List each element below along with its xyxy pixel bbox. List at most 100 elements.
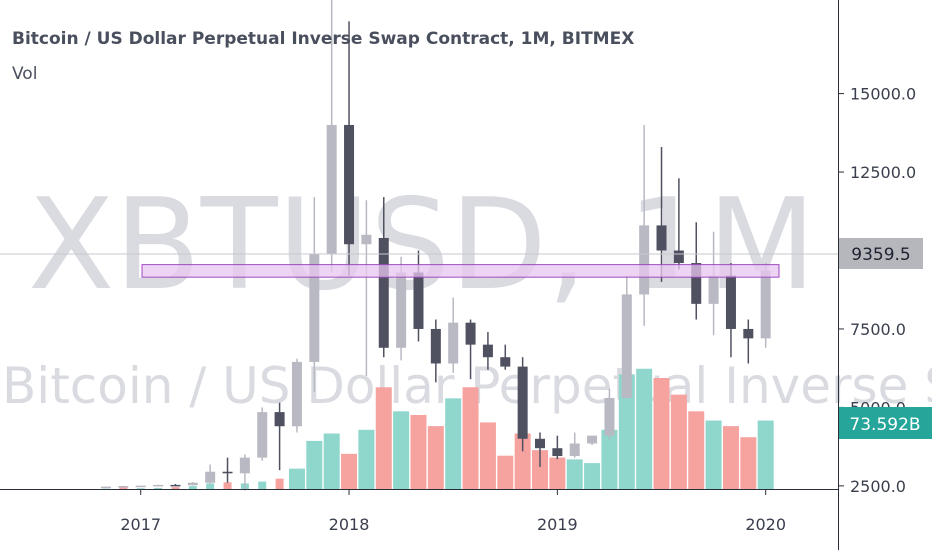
current-price-badge: 9359.5 — [839, 238, 923, 269]
price-tick-label: 2500.0 — [850, 477, 906, 496]
time-axis[interactable]: 2017 2018 2019 2020 — [120, 489, 786, 534]
candle — [430, 319, 441, 383]
candle — [448, 297, 459, 373]
volume-bar — [306, 440, 323, 489]
candle — [118, 485, 129, 488]
volume-bar — [410, 415, 427, 489]
candle-body — [291, 361, 302, 427]
volume-bar — [601, 429, 618, 489]
candle-body — [517, 366, 528, 439]
candle-body — [500, 357, 511, 367]
price-tick-label: 12500.0 — [850, 163, 916, 182]
volume-bar — [549, 457, 566, 489]
candle-body — [378, 237, 389, 348]
candle-body — [482, 344, 493, 358]
candle-body — [569, 443, 580, 457]
candle-body — [344, 124, 355, 245]
candle-body — [135, 485, 146, 488]
candle-body — [361, 234, 372, 245]
candle — [743, 319, 754, 364]
candle — [153, 484, 164, 487]
volume-bar — [445, 398, 462, 489]
candle — [552, 435, 563, 460]
candle — [222, 457, 233, 483]
candle — [135, 485, 146, 488]
candle-body — [552, 448, 563, 457]
candle-body — [673, 250, 684, 264]
candle-body — [448, 322, 459, 364]
candle-body — [239, 457, 250, 474]
candle — [361, 200, 372, 377]
candle — [587, 435, 598, 446]
volume-bar — [119, 486, 128, 489]
candle — [274, 402, 285, 471]
chart-title: Bitcoin / US Dollar Perpetual Inverse Sw… — [12, 29, 634, 49]
candle-body — [153, 484, 164, 487]
candle — [239, 454, 250, 491]
candle-body — [118, 486, 129, 488]
candle-body — [708, 275, 719, 304]
volume-bar — [705, 420, 722, 489]
volume-bar — [393, 411, 410, 489]
candle — [708, 231, 719, 336]
candle-body — [725, 275, 736, 329]
price-tick-label: 7500.0 — [850, 320, 906, 339]
candle — [101, 486, 111, 489]
candle-body — [222, 471, 233, 474]
candle — [326, 0, 337, 273]
candle-body — [413, 272, 424, 329]
volume-bar — [757, 420, 774, 489]
candle-body — [257, 412, 268, 458]
current-price-label: 9359.5 — [851, 245, 910, 265]
volume-bar — [288, 468, 305, 489]
candle — [482, 332, 493, 370]
volume-bar — [462, 387, 479, 489]
time-tick-label: 2017 — [120, 515, 161, 534]
volume-bar — [427, 426, 444, 489]
candle-body — [101, 486, 111, 489]
volume-bar — [341, 453, 358, 489]
candle — [187, 482, 198, 486]
volume-bar — [584, 463, 601, 489]
candle-body — [465, 322, 476, 345]
candle-body — [691, 263, 702, 304]
volume-bar — [358, 429, 375, 489]
volume-bar — [670, 394, 687, 489]
candle — [656, 146, 667, 282]
candle — [170, 483, 181, 487]
candle-body — [430, 328, 441, 364]
volume-bar — [566, 459, 583, 489]
volume-bar — [722, 426, 739, 489]
candle — [725, 263, 736, 358]
candle-body — [587, 435, 598, 444]
volume-bar — [479, 422, 496, 489]
volume-bar — [618, 374, 635, 489]
volume-bar — [375, 387, 392, 489]
volume-bar — [323, 433, 340, 489]
volume-value-badge: 73.592B — [839, 407, 932, 439]
candle-body — [743, 328, 754, 339]
resistance-zone[interactable] — [141, 264, 780, 278]
candle-body — [187, 482, 198, 486]
candle-body — [309, 253, 320, 362]
volume-bar — [171, 487, 180, 489]
indicator-label-vol: Vol — [12, 64, 37, 84]
time-tick-label: 2020 — [745, 515, 786, 534]
volume-bar — [653, 378, 670, 489]
candle-body — [274, 412, 285, 427]
volume-bar — [188, 486, 197, 489]
candle — [535, 432, 545, 468]
candle — [291, 358, 302, 433]
candle-body — [656, 225, 667, 251]
volume-bar — [532, 450, 548, 489]
candle-body — [604, 397, 615, 436]
volume-bar — [136, 488, 145, 490]
candle — [309, 197, 320, 392]
candle — [639, 124, 650, 326]
candle-body — [760, 270, 771, 339]
volume-bar — [258, 481, 267, 489]
candle — [517, 357, 528, 452]
candle — [257, 407, 268, 461]
volume-bar — [636, 368, 653, 489]
